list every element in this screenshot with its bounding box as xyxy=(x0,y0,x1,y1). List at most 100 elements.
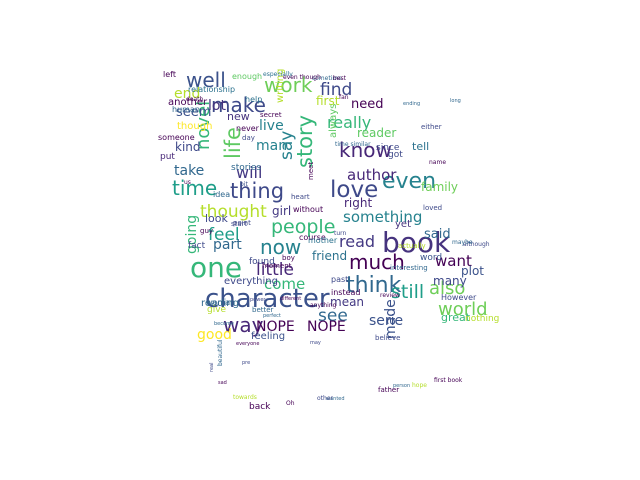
cloud-word-book: book xyxy=(382,226,451,259)
cloud-word-give: give xyxy=(207,305,227,315)
cloud-word-bit: bit xyxy=(240,181,248,188)
cloud-word-woman: woman xyxy=(206,298,235,307)
cloud-word-may: may xyxy=(310,340,321,346)
cloud-word-much: much xyxy=(349,250,405,274)
cloud-word-live: live xyxy=(259,118,284,134)
cloud-word-well: well xyxy=(186,68,226,92)
cloud-word-us: us xyxy=(184,179,191,186)
cloud-word-plot: plot xyxy=(461,264,484,278)
cloud-word-seem: seem xyxy=(176,105,211,120)
cloud-word-especially: especially xyxy=(263,71,293,78)
cloud-word-other: other xyxy=(317,395,334,402)
cloud-word-mother: mother xyxy=(308,236,338,245)
cloud-word-will: will xyxy=(236,163,262,182)
cloud-word-little: little xyxy=(256,260,294,280)
cloud-word-feeling: feeling xyxy=(251,331,285,342)
cloud-word-tell: tell xyxy=(412,140,429,153)
cloud-word-idea: idea xyxy=(213,190,230,199)
cloud-word-thing: thing xyxy=(230,179,284,203)
cloud-word-one: one xyxy=(190,251,242,284)
cloud-word-loved: loved xyxy=(423,204,442,212)
cloud-word-best: best xyxy=(333,75,347,82)
cloud-word-want: want xyxy=(435,252,472,270)
cloud-word-death: death xyxy=(186,96,204,103)
cloud-word-although: although xyxy=(463,241,490,248)
cloud-word-fact: fact xyxy=(188,241,206,251)
cloud-word-feel: feel xyxy=(208,225,240,245)
cloud-word-really: really xyxy=(327,113,371,132)
cloud-word-found: found xyxy=(249,257,275,267)
cloud-word-lot: lot xyxy=(208,98,226,114)
cloud-word-many: many xyxy=(433,274,467,288)
cloud-word-world: world xyxy=(438,299,488,320)
cloud-word-also: also xyxy=(429,278,465,299)
cloud-word-meet: meet xyxy=(307,162,315,180)
cloud-word-kind: kind xyxy=(175,140,201,154)
cloud-word-find: find xyxy=(320,80,352,100)
cloud-word-new: new xyxy=(227,110,250,123)
cloud-word-put: put xyxy=(160,152,175,162)
cloud-word-moment: moment xyxy=(262,262,292,270)
cloud-word-help: help xyxy=(245,95,262,104)
cloud-word-without: without xyxy=(293,205,323,214)
cloud-word-back: back xyxy=(249,402,271,412)
cloud-word-nope: NOPE xyxy=(307,319,346,335)
cloud-word-sad: sad xyxy=(218,380,227,386)
cloud-word-right: right xyxy=(344,196,372,210)
cloud-word-reader: reader xyxy=(357,126,396,140)
cloud-word-first: first xyxy=(316,94,340,108)
cloud-word-thought: thought xyxy=(200,202,267,222)
cloud-word-long: long xyxy=(450,98,461,104)
cloud-word-review: review xyxy=(380,292,400,299)
cloud-word-something: something xyxy=(343,208,422,226)
cloud-word-going: going xyxy=(184,215,200,254)
cloud-word-interesting: interesting xyxy=(390,264,428,272)
cloud-word-everything: everything xyxy=(224,276,278,287)
cloud-word-time: time xyxy=(172,176,217,200)
cloud-word-make: make xyxy=(211,93,266,117)
cloud-word-since: since xyxy=(376,143,400,153)
cloud-word-think: think xyxy=(346,273,402,298)
cloud-word-end: end xyxy=(174,86,200,102)
cloud-word-mean: mean xyxy=(330,295,364,309)
cloud-word-oh: Oh xyxy=(286,400,295,407)
cloud-word-different: different xyxy=(280,296,301,302)
cloud-word-enough: enough xyxy=(232,72,262,81)
cloud-word-boy: boy xyxy=(282,254,295,262)
cloud-word-great: great xyxy=(441,311,471,324)
cloud-word-always: always xyxy=(328,104,339,138)
cloud-word-nope: NOPE xyxy=(256,319,295,335)
cloud-word-sometime: sometime xyxy=(312,75,342,82)
cloud-word-look: look xyxy=(205,212,229,225)
cloud-word-even-though: even though xyxy=(283,74,321,81)
cloud-word-come: come xyxy=(264,275,305,293)
cloud-word-someone: someone xyxy=(158,133,195,142)
cloud-word-even: even xyxy=(382,169,436,194)
cloud-word-ending: ending xyxy=(403,101,420,107)
cloud-word-pre: pre xyxy=(242,360,250,366)
cloud-word-yet: yet xyxy=(395,219,411,230)
cloud-word-family: family xyxy=(421,180,458,194)
cloud-word-good: good xyxy=(197,327,232,343)
cloud-word-novel: novel xyxy=(193,101,214,150)
cloud-word-secret: secret xyxy=(260,111,282,119)
cloud-word-course: course xyxy=(299,233,326,242)
cloud-word-wanted: wanted xyxy=(326,396,345,402)
cloud-word-nothing: nothing xyxy=(465,314,499,324)
cloud-word-made: made xyxy=(383,299,399,339)
cloud-word-left: left xyxy=(163,70,176,79)
cloud-word-however: However xyxy=(441,293,477,302)
cloud-word-friend: friend xyxy=(312,249,347,263)
cloud-word-girl: girl xyxy=(272,204,291,218)
cloud-word-stories: stories xyxy=(231,163,261,173)
cloud-word-said: said xyxy=(424,227,451,242)
cloud-word-first-book: first book xyxy=(434,377,463,384)
cloud-word-guy: guy xyxy=(200,227,213,235)
cloud-word-never: never xyxy=(236,124,260,133)
cloud-word-still: still xyxy=(391,281,424,303)
cloud-word-real: real xyxy=(209,363,215,372)
cloud-word-instead: instead xyxy=(331,288,361,297)
cloud-word-hope: hope xyxy=(412,382,427,389)
